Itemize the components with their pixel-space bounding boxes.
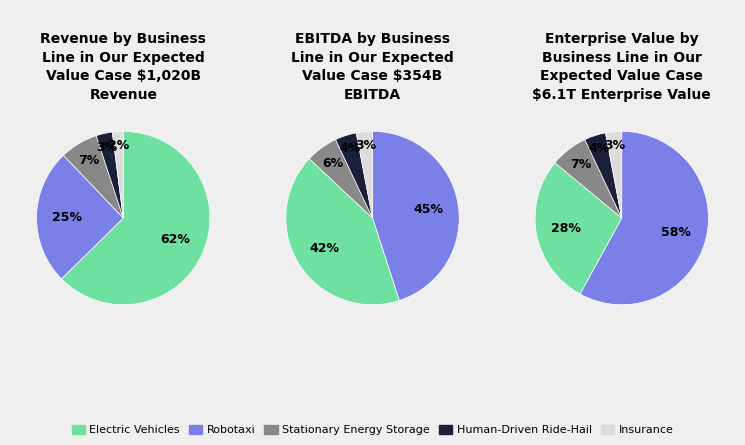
- Wedge shape: [585, 133, 622, 218]
- Text: 62%: 62%: [160, 233, 190, 247]
- Wedge shape: [37, 155, 123, 279]
- Text: 6%: 6%: [322, 157, 343, 170]
- Wedge shape: [555, 140, 622, 218]
- Wedge shape: [535, 163, 622, 294]
- Wedge shape: [580, 131, 708, 305]
- Wedge shape: [356, 131, 372, 218]
- Wedge shape: [96, 132, 123, 218]
- Text: 2%: 2%: [108, 139, 130, 152]
- Title: Enterprise Value by
Business Line in Our
Expected Value Case
$6.1T Enterprise Va: Enterprise Value by Business Line in Our…: [533, 32, 711, 101]
- Text: 3%: 3%: [355, 139, 376, 152]
- Text: 42%: 42%: [310, 242, 340, 255]
- Text: 4%: 4%: [340, 142, 361, 155]
- Text: 28%: 28%: [551, 222, 581, 235]
- Wedge shape: [63, 136, 123, 218]
- Wedge shape: [286, 159, 399, 305]
- Text: 58%: 58%: [662, 226, 691, 239]
- Legend: Electric Vehicles, Robotaxi, Stationary Energy Storage, Human-Driven Ride-Hail, : Electric Vehicles, Robotaxi, Stationary …: [67, 420, 678, 440]
- Text: 7%: 7%: [570, 158, 591, 171]
- Text: 45%: 45%: [413, 203, 443, 216]
- Wedge shape: [335, 133, 372, 218]
- Wedge shape: [606, 131, 622, 218]
- Text: 3%: 3%: [97, 141, 118, 154]
- Wedge shape: [112, 131, 123, 218]
- Title: EBITDA by Business
Line in Our Expected
Value Case $354B
EBITDA: EBITDA by Business Line in Our Expected …: [291, 32, 454, 101]
- Title: Revenue by Business
Line in Our Expected
Value Case $1,020B
Revenue: Revenue by Business Line in Our Expected…: [40, 32, 206, 101]
- Text: 3%: 3%: [604, 139, 626, 152]
- Text: 25%: 25%: [52, 210, 82, 224]
- Text: 7%: 7%: [78, 154, 99, 166]
- Text: 4%: 4%: [589, 142, 610, 155]
- Wedge shape: [309, 140, 372, 218]
- Wedge shape: [372, 131, 459, 300]
- Wedge shape: [62, 131, 210, 305]
